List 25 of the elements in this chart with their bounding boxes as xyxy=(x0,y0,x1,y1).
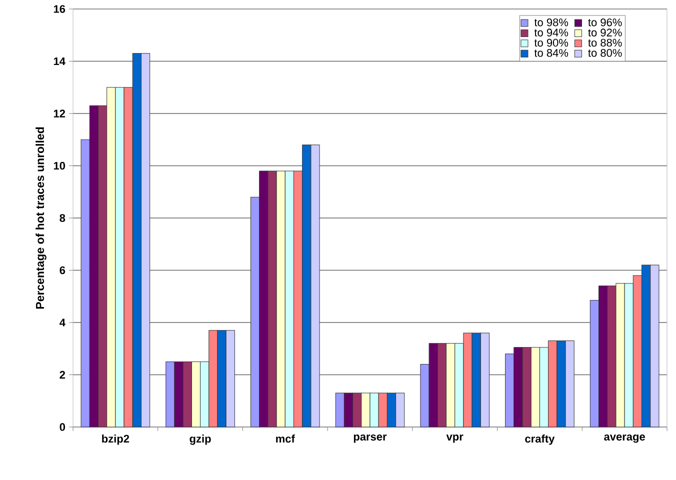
y-tick-label: 0 xyxy=(60,423,66,431)
y-tick-label: 14 xyxy=(54,57,66,66)
y-tick-label: 2 xyxy=(60,370,66,379)
x-tick-label: parser xyxy=(354,434,387,443)
legend-label: to 94% xyxy=(534,28,568,36)
legend-label: to 92% xyxy=(588,28,622,36)
legend-label: to 88% xyxy=(588,38,622,47)
y-tick-label: 8 xyxy=(60,214,66,222)
x-tick-label: gzip xyxy=(190,434,211,445)
x-tick-label: bzip2 xyxy=(102,434,130,445)
x-tick-label: average xyxy=(604,434,645,443)
y-tick-label: 4 xyxy=(60,318,66,326)
legend-label: to 90% xyxy=(534,38,568,47)
y-axis-title: Percentage of hot traces unrolled xyxy=(36,127,46,309)
y-tick-label: 12 xyxy=(54,110,66,118)
legend-label: to 96% xyxy=(588,18,622,26)
legend-label: to 98% xyxy=(534,18,568,26)
legend-label: to 84% xyxy=(534,49,568,57)
x-tick-label: vpr xyxy=(446,434,464,443)
x-tick-label: mcf xyxy=(276,434,295,443)
legend-label: to 80% xyxy=(588,49,622,57)
y-tick-label: 6 xyxy=(60,266,66,274)
y-tick-label: 10 xyxy=(54,162,66,170)
y-tick-label: 16 xyxy=(54,5,66,13)
x-tick-label: crafty xyxy=(525,434,555,445)
